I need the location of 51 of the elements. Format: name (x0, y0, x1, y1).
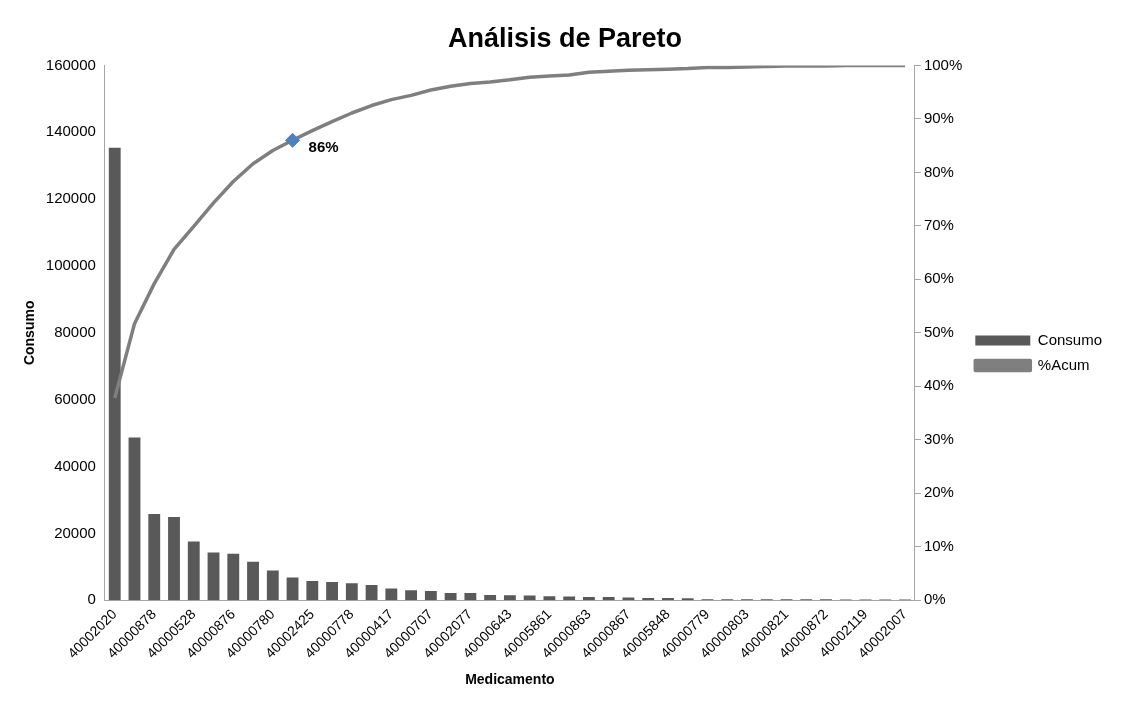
bar (108, 147, 121, 601)
y-tick-label: 40000 (54, 456, 96, 474)
bar (306, 580, 319, 601)
y2-tick-label: 20% (923, 483, 954, 501)
bar (148, 514, 161, 601)
y2-tick-label: 90% (923, 109, 954, 127)
y-tick-label: 20000 (54, 523, 96, 541)
bar (444, 592, 457, 601)
bar (503, 595, 516, 601)
y2-tick-label: 10% (923, 536, 954, 554)
bar (405, 590, 418, 601)
y-tick-label: 140000 (45, 122, 96, 140)
bar (602, 596, 615, 601)
y-tick-label: 0 (87, 590, 96, 608)
bar (424, 590, 437, 601)
x-axis-title: Medicamento (465, 671, 555, 688)
bar (227, 553, 240, 601)
y2-tick-label: 80% (923, 162, 954, 180)
chart-title: Análisis de Pareto (447, 22, 683, 53)
y2-tick-label: 30% (923, 429, 954, 447)
bar (286, 577, 299, 601)
bar (266, 570, 279, 601)
bar (247, 561, 259, 601)
bar (484, 594, 497, 601)
y2-tick-label: 0% (923, 590, 946, 608)
bar (128, 437, 141, 601)
y-tick-label: 100000 (45, 256, 96, 274)
bar (543, 596, 556, 601)
y-tick-label: 60000 (54, 389, 96, 407)
bar (385, 588, 398, 601)
bar (464, 592, 477, 601)
bar (583, 596, 595, 601)
legend-label: %Acum (1037, 355, 1090, 373)
y-tick-label: 80000 (54, 322, 96, 340)
y2-tick-label: 70% (923, 216, 954, 233)
annotation: 86% (308, 138, 339, 156)
y2-tick-label: 40% (923, 376, 954, 394)
y-tick-label: 160000 (45, 55, 96, 73)
y2-tick-label: 50% (923, 322, 954, 340)
bar (187, 541, 200, 601)
bar (681, 598, 694, 601)
bar (365, 584, 378, 601)
y2-tick-label: 60% (923, 269, 954, 287)
bar (326, 581, 338, 601)
legend-label: Consumo (1037, 330, 1103, 348)
bar (207, 552, 220, 601)
bar (345, 583, 358, 601)
y-axis-title: Consumo (21, 300, 38, 366)
bar (168, 517, 180, 601)
y-tick-label: 120000 (45, 189, 96, 207)
y2-tick-label: 100% (923, 55, 963, 73)
